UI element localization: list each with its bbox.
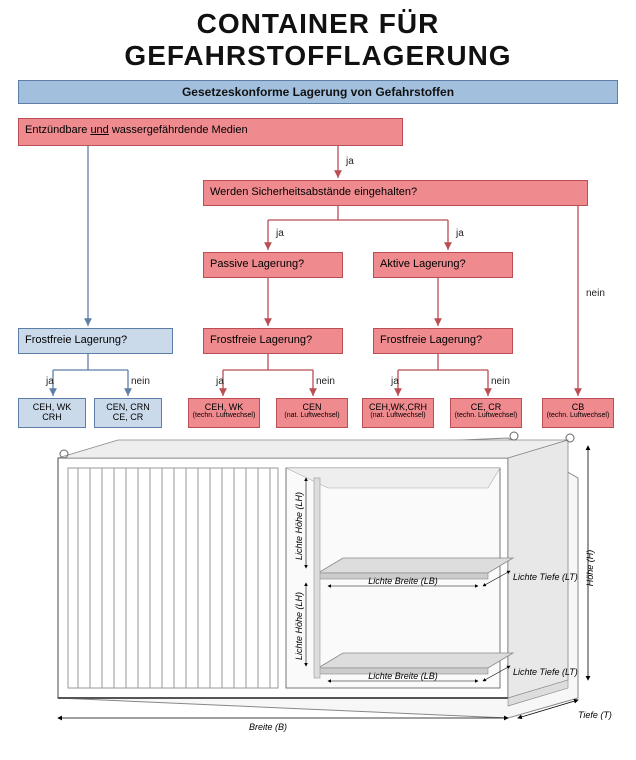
label-ja-1: ja <box>346 156 354 167</box>
node-passive: Passive Lagerung? <box>203 252 343 278</box>
node-safety-distance: Werden Sicherheitsabstände eingehalten? <box>203 180 588 206</box>
result-p3-l1: CEH,WK,CRH <box>365 402 431 412</box>
label-nein-b: nein <box>131 376 150 387</box>
container-illustration: Breite (B) Tiefe (T) Höhe (H) Lichte Bre… <box>18 418 618 748</box>
result-p1-l1: CEH, WK <box>191 402 257 412</box>
node-flammable-text: Entzündbare und wassergefährdende Medien <box>25 124 248 136</box>
label-nein-p2: nein <box>491 376 510 387</box>
label-nein-far: nein <box>586 288 605 299</box>
label-ja-p2: ja <box>391 376 399 387</box>
node-active: Aktive Lagerung? <box>373 252 513 278</box>
dim-tiefe: Tiefe (T) <box>578 710 612 720</box>
result-p5-l1: CB <box>545 402 611 412</box>
dim-lh-1: Lichte Höhe (LH) <box>294 492 304 560</box>
node-frost-p1: Frostfreie Lagerung? <box>203 328 343 354</box>
page-title: CONTAINER FÜR GEFAHRSTOFFLAGERUNG <box>0 0 636 76</box>
label-ja-3: ja <box>456 228 464 239</box>
label-ja-2: ja <box>276 228 284 239</box>
dim-lt-2: Lichte Tiefe (LT) <box>513 667 578 677</box>
node-frost-blue: Frostfreie Lagerung? <box>18 328 173 354</box>
label-ja-b: ja <box>46 376 54 387</box>
dim-lb-2: Lichte Breite (LB) <box>368 671 438 681</box>
result-p4-l1: CE, CR <box>453 402 519 412</box>
dim-lt-1: Lichte Tiefe (LT) <box>513 572 578 582</box>
label-ja-p1: ja <box>216 376 224 387</box>
subtitle-bar: Gesetzeskonforme Lagerung von Gefahrstof… <box>18 80 618 104</box>
label-nein-p1: nein <box>316 376 335 387</box>
dim-lh-2: Lichte Höhe (LH) <box>294 592 304 660</box>
flowchart: Wassergefährdende Medien Entzündbare und… <box>18 118 618 438</box>
result-b1-l1: CEH, WK <box>21 402 83 412</box>
flow-arrows <box>18 118 618 438</box>
dim-breite: Breite (B) <box>249 722 287 732</box>
dim-hoehe: Höhe (H) <box>585 550 595 587</box>
dim-lb-1: Lichte Breite (LB) <box>368 576 438 586</box>
node-frost-p2: Frostfreie Lagerung? <box>373 328 513 354</box>
node-flammable: Entzündbare und wassergefährdende Medien <box>18 118 403 146</box>
result-b2-l1: CEN, CRN <box>97 402 159 412</box>
result-p2-l1: CEN <box>279 402 345 412</box>
